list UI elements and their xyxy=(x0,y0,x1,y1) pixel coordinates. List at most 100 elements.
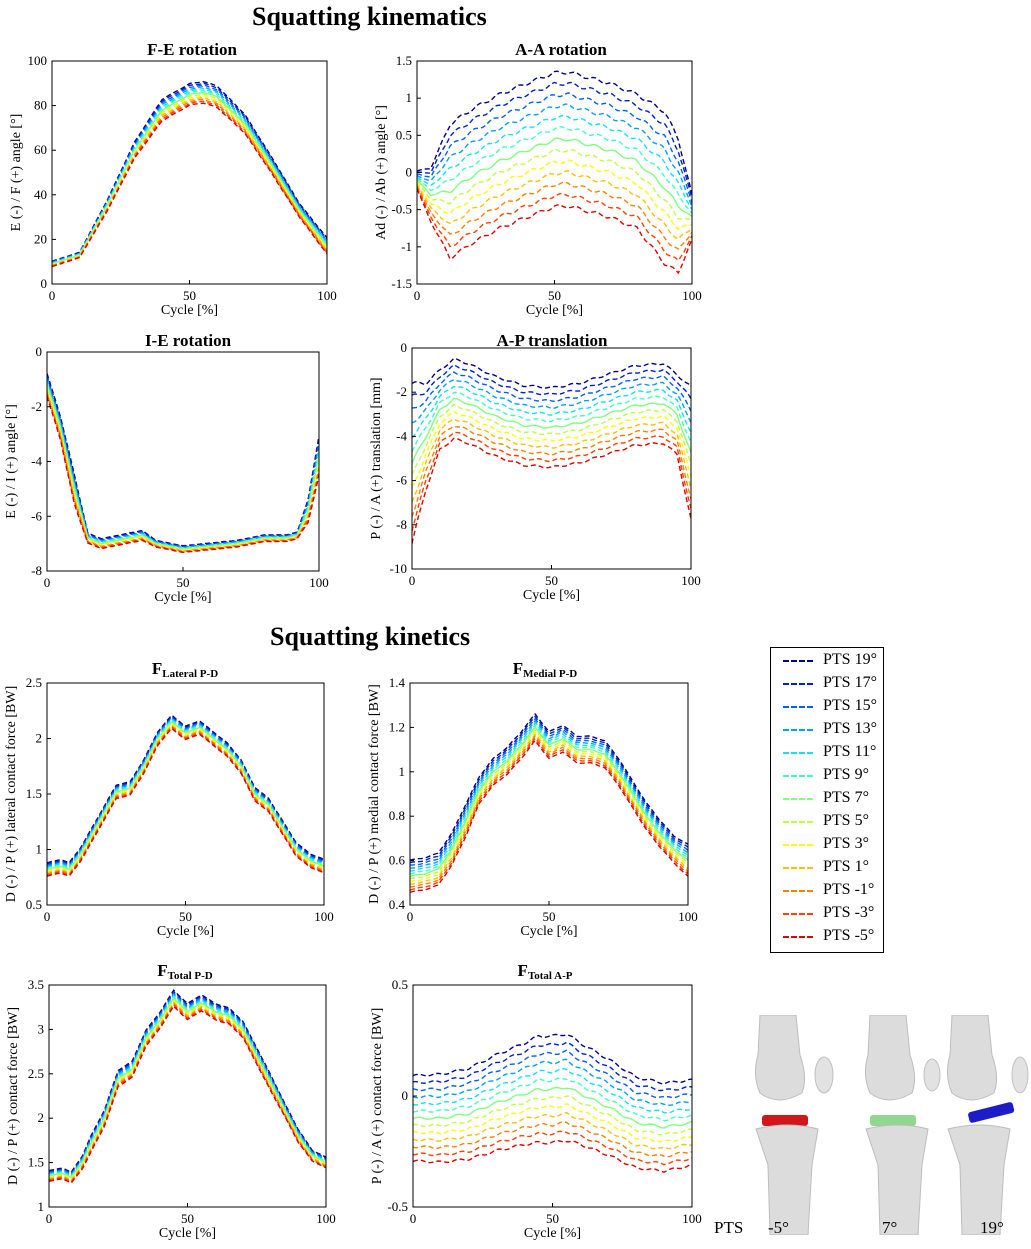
chart-title-subscript: Lateral P-D xyxy=(162,668,218,680)
legend-swatch xyxy=(783,821,813,823)
chart-panel-flat: 0 50 100 0.5 1 1.5 2 2.5 FLateral P-D Cycle [%] D … xyxy=(4,659,334,939)
series-line-17 xyxy=(47,374,319,548)
y-tick-label: -8 xyxy=(31,563,42,578)
y-axis-label: D (-) / P (+) contact force [BW] xyxy=(6,1007,21,1185)
series-line--3 xyxy=(417,187,692,262)
legend-swatch xyxy=(783,936,813,938)
series-line-9 xyxy=(52,89,327,265)
series-line-17 xyxy=(413,1041,692,1092)
y-tick-label: 0 xyxy=(402,1088,409,1103)
y-tick-label: 2.5 xyxy=(26,675,42,690)
y-axis-label: P (-) / A (+) contact force [BW] xyxy=(370,1008,385,1184)
y-tick-label: 0 xyxy=(406,165,413,180)
x-axis-label: Cycle [%] xyxy=(526,303,583,318)
y-tick-label: 3.5 xyxy=(28,977,44,992)
legend-label: PTS 5° xyxy=(823,812,869,829)
y-tick-label: 1 xyxy=(399,764,406,779)
y-axis-label: E (-) / F (+) angle [°] xyxy=(9,114,24,232)
series-line-3 xyxy=(413,1103,692,1143)
legend-label: PTS 13° xyxy=(823,720,877,737)
plot-frame xyxy=(411,347,692,570)
y-tick-label: -1.5 xyxy=(391,276,412,291)
y-tick-label: 0.6 xyxy=(389,853,406,868)
y-tick-label: -8 xyxy=(396,517,407,532)
series-line-1 xyxy=(417,170,692,240)
x-axis-label: Cycle [%] xyxy=(524,1226,581,1241)
y-tick-label: 2.5 xyxy=(28,1066,44,1081)
legend-item: PTS -3° xyxy=(771,903,883,925)
x-tick-label: 0 xyxy=(44,575,51,590)
series-line-7 xyxy=(413,1086,692,1129)
series-line-17 xyxy=(417,81,692,199)
y-tick-label: 1.2 xyxy=(389,719,405,734)
series-line-1 xyxy=(410,733,688,885)
series-line--1 xyxy=(47,392,319,553)
series-line-11 xyxy=(47,380,319,549)
series-line-13 xyxy=(413,1058,692,1107)
series-line--3 xyxy=(49,1003,326,1184)
x-tick-label: 100 xyxy=(314,909,334,924)
series-line--5 xyxy=(417,188,692,275)
x-tick-label: 100 xyxy=(309,575,329,590)
series-line-9 xyxy=(417,125,692,214)
legend-label: PTS 11° xyxy=(823,743,877,760)
y-tick-label: 1.5 xyxy=(26,786,42,801)
legend-swatch xyxy=(783,660,813,662)
pts-value-19: 19° xyxy=(980,1218,1004,1237)
y-axis-label: P (-) / A (+) translation [mm] xyxy=(369,377,384,539)
y-tick-label: 1 xyxy=(38,1199,45,1214)
series-line--5 xyxy=(412,437,691,544)
x-axis-label: Cycle [%] xyxy=(159,1226,216,1241)
legend-swatch xyxy=(783,706,813,708)
series-line--3 xyxy=(47,394,319,553)
legend-swatch xyxy=(783,775,813,777)
series-line-9 xyxy=(413,1077,692,1122)
series-line-11 xyxy=(417,114,692,211)
legend-swatch xyxy=(783,798,813,800)
y-tick-label: -6 xyxy=(396,473,407,488)
y-tick-label: 1.5 xyxy=(28,1155,44,1170)
x-tick-label: 100 xyxy=(316,1211,336,1226)
series-line-15 xyxy=(47,376,319,548)
series-line-5 xyxy=(47,386,319,551)
legend-label: PTS 7° xyxy=(823,789,869,806)
chart-panel-ie: 0 50 100 -8 -6 -4 -2 0 I-E rotation Cycle [%] E (-… xyxy=(4,331,329,605)
y-tick-label: 0.4 xyxy=(389,897,406,912)
legend-label: PTS -3° xyxy=(823,904,875,921)
tibial-insert xyxy=(762,1115,808,1126)
y-tick-label: 0.5 xyxy=(392,977,408,992)
plot-frame xyxy=(46,682,325,906)
series-line--1 xyxy=(410,735,688,888)
legend-item: PTS -5° xyxy=(771,926,883,948)
series-line-19 xyxy=(47,373,319,547)
series-line--1 xyxy=(412,425,691,518)
series-line-1 xyxy=(47,390,319,552)
series-line-7 xyxy=(52,91,327,265)
series-line--3 xyxy=(413,1130,692,1166)
series-line-3 xyxy=(417,159,692,231)
series-line-3 xyxy=(412,410,691,488)
y-tick-label: 0.5 xyxy=(26,897,42,912)
series-line-5 xyxy=(412,403,691,476)
x-tick-label: 50 xyxy=(548,288,561,303)
series-line--3 xyxy=(47,726,324,876)
y-tick-label: -4 xyxy=(31,454,42,469)
series-line-19 xyxy=(413,1033,692,1085)
series-line-13 xyxy=(52,85,327,264)
kinematics-section-title: Squatting kinematics xyxy=(252,2,487,31)
series-line--1 xyxy=(417,181,692,250)
legend-label: PTS 1° xyxy=(823,858,869,875)
chart-panel-fmed: 0 50 100 0.4 0.6 0.8 1 1.2 1.4 FMedial P-D Cycle [… xyxy=(367,659,698,939)
series-line-1 xyxy=(413,1111,692,1150)
y-tick-label: 1.5 xyxy=(396,53,412,68)
y-tick-label: -10 xyxy=(390,561,407,576)
y-tick-label: 0.5 xyxy=(396,127,412,142)
legend-item: PTS 17° xyxy=(771,673,883,695)
legend-label: PTS 17° xyxy=(823,674,877,691)
series-line-9 xyxy=(412,391,691,452)
y-tick-label: 2 xyxy=(36,731,43,746)
plot-frame xyxy=(409,682,689,906)
series-line-5 xyxy=(49,998,326,1180)
legend-item: PTS -1° xyxy=(771,880,883,902)
x-axis-label: Cycle [%] xyxy=(161,303,218,318)
